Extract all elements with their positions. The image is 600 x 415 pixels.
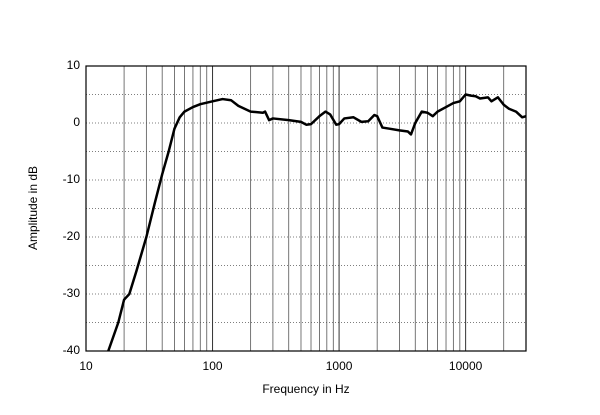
y-axis-label: Amplitude in dB <box>26 166 40 250</box>
response-line <box>107 93 526 351</box>
x-tick-label: 100 <box>203 359 223 373</box>
y-tick-label: -30 <box>63 286 81 300</box>
x-tick-label: 10000 <box>449 359 483 373</box>
y-tick-label: -10 <box>63 172 81 186</box>
y-tick-label: -40 <box>63 343 81 357</box>
y-tick-label: 0 <box>73 115 80 129</box>
y-tick-label: 10 <box>67 58 81 72</box>
y-tick-label: -20 <box>63 229 81 243</box>
x-tick-label: 1000 <box>326 359 353 373</box>
x-tick-label: 10 <box>79 359 93 373</box>
x-axis-label: Frequency in Hz <box>262 382 349 396</box>
plot-frame <box>85 65 527 352</box>
